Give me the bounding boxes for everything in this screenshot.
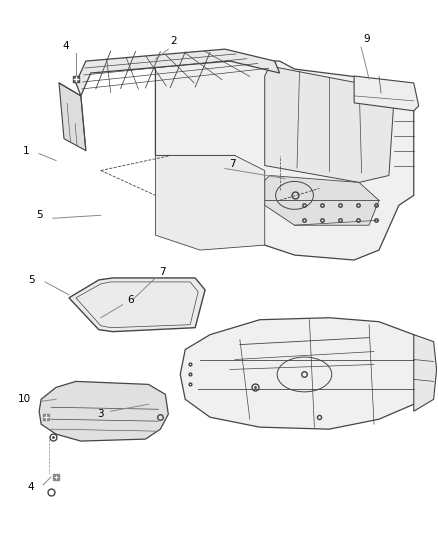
Polygon shape <box>39 382 168 441</box>
Text: 7: 7 <box>159 267 166 277</box>
Polygon shape <box>354 76 419 111</box>
Text: 3: 3 <box>97 409 104 419</box>
Text: 5: 5 <box>36 210 42 220</box>
Polygon shape <box>155 61 414 260</box>
Polygon shape <box>414 335 437 411</box>
Polygon shape <box>76 49 279 96</box>
Text: 6: 6 <box>127 295 134 305</box>
Polygon shape <box>265 66 394 182</box>
Polygon shape <box>155 156 265 250</box>
Text: 7: 7 <box>230 158 236 168</box>
Polygon shape <box>69 278 205 332</box>
Polygon shape <box>180 318 424 429</box>
Text: 4: 4 <box>63 41 69 51</box>
Text: 10: 10 <box>18 394 31 405</box>
Text: 5: 5 <box>28 275 35 285</box>
Text: 1: 1 <box>23 146 29 156</box>
Text: 2: 2 <box>170 36 177 46</box>
Text: 9: 9 <box>364 34 371 44</box>
Polygon shape <box>59 83 86 151</box>
Text: 4: 4 <box>28 482 35 492</box>
Polygon shape <box>265 175 379 225</box>
